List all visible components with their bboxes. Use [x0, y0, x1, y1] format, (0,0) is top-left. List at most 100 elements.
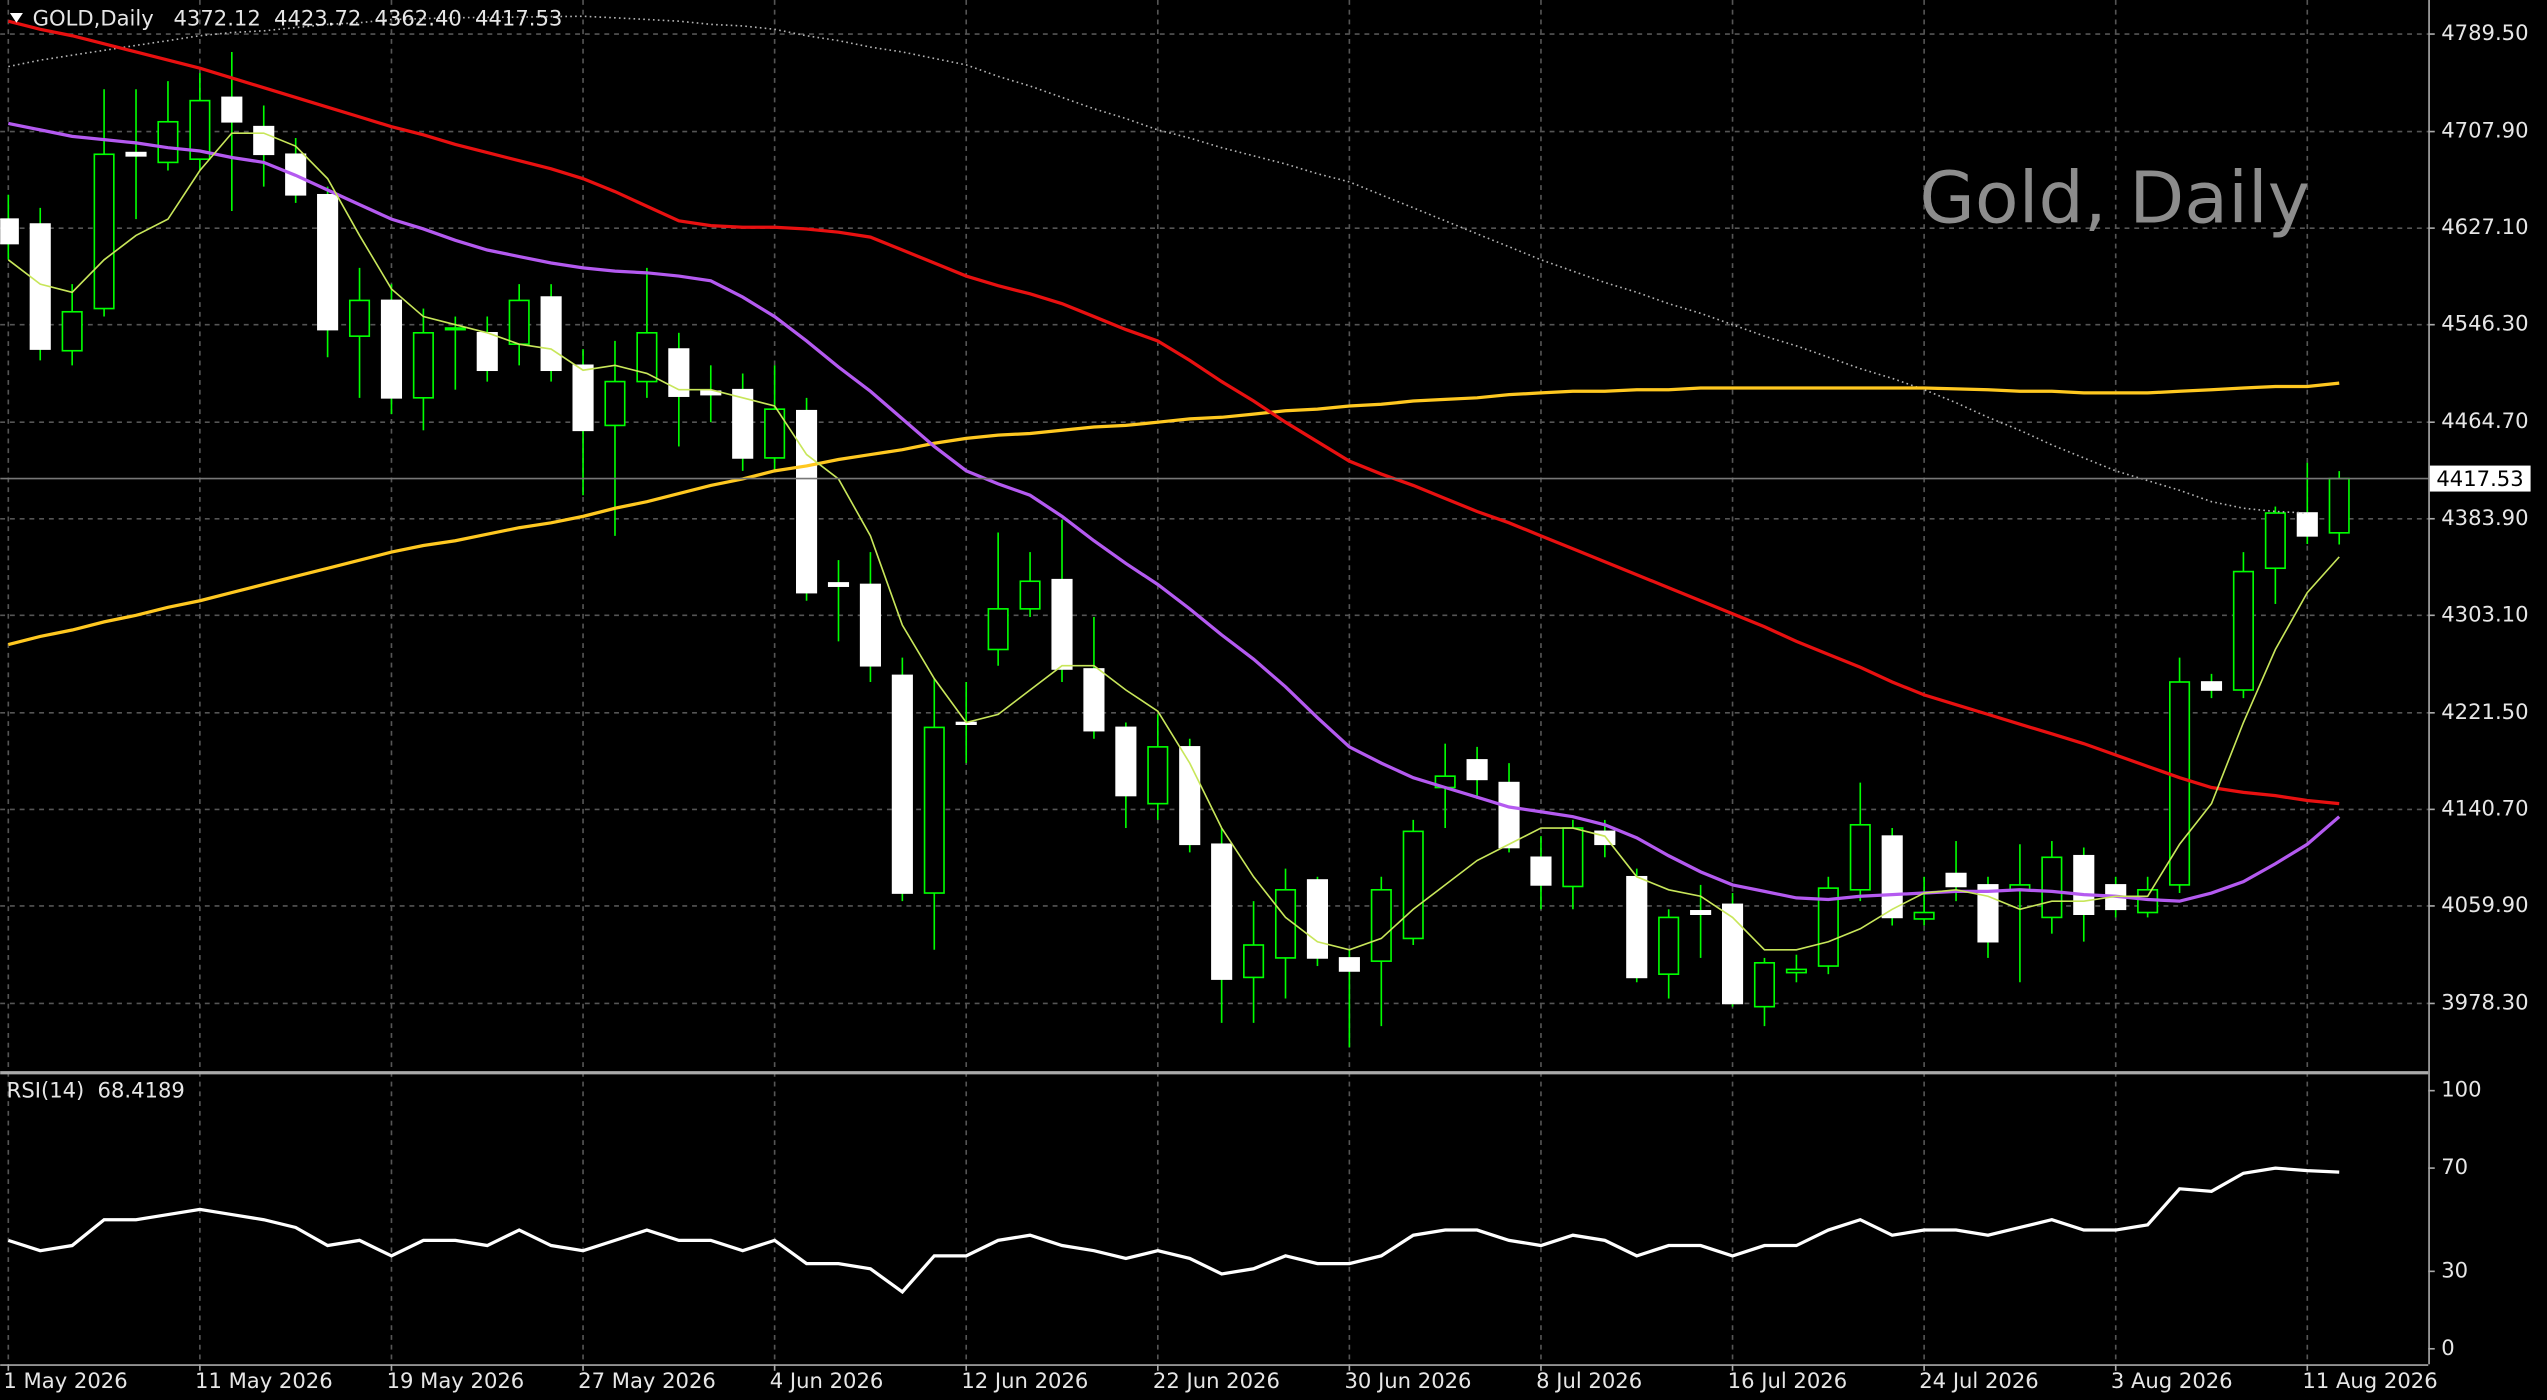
x-tick-label: 27 May 2026 — [578, 1368, 716, 1393]
x-tick-label: 11 Aug 2026 — [2302, 1368, 2437, 1393]
candle-body-down — [1977, 884, 1999, 943]
candle-body-up — [93, 153, 115, 310]
candle-body-down — [1179, 746, 1201, 846]
y-tick-label: 70 — [2441, 1154, 2468, 1179]
y-tick-label: 30 — [2441, 1257, 2468, 1282]
current-price-box — [2429, 465, 2531, 492]
candle-body-down — [1051, 578, 1073, 670]
rsi-line — [7, 1166, 2340, 1295]
candle-body-down — [2200, 681, 2223, 691]
candle-body-up — [1913, 911, 1935, 920]
candle-body-up — [604, 380, 626, 427]
y-tick-label: 4464.70 — [2441, 408, 2528, 433]
candle-body-down — [827, 582, 850, 587]
x-tick-label: 8 Jul 2026 — [1536, 1368, 1642, 1393]
candle-body-down — [668, 348, 690, 397]
candle-body-up — [2232, 570, 2254, 691]
candle-body-down — [1466, 759, 1488, 781]
current-price-label: 4417.53 — [2436, 466, 2523, 491]
candle-body-up — [1147, 746, 1169, 805]
moving-average-line — [7, 132, 2340, 951]
last-close: 4417.53 — [475, 5, 562, 30]
x-tick-label: 12 Jun 2026 — [961, 1368, 1088, 1393]
candle-body-up — [412, 331, 434, 399]
candle-body-up — [987, 608, 1009, 651]
candle-body-down — [1338, 957, 1360, 972]
candle-body-up — [1785, 968, 1807, 974]
candle-body-down — [1690, 910, 1712, 915]
candle-body-up — [189, 99, 211, 160]
candle-body-up — [2328, 477, 2350, 534]
menu-arrow[interactable] — [9, 12, 23, 23]
candle-body-down — [540, 296, 562, 372]
candle-body-up — [2041, 856, 2063, 919]
candle-body-up — [923, 726, 945, 894]
candle-body-up — [1402, 830, 1424, 940]
rsi-title: RSI(14) — [7, 1077, 85, 1102]
candle-body-up — [1817, 887, 1839, 967]
y-tick-label: 4627.10 — [2441, 214, 2528, 239]
symbol: GOLD,Daily — [33, 5, 154, 30]
candle-body-up — [157, 120, 179, 164]
candle-body-down — [1083, 668, 1105, 732]
candle-body-up — [2264, 512, 2286, 570]
watermark: Gold, Daily — [1920, 157, 2311, 240]
y-tick-label: 4546.30 — [2441, 311, 2528, 336]
rsi-pane — [7, 1166, 2340, 1295]
candle-body-down — [891, 674, 913, 894]
price-pane — [0, 15, 2429, 1048]
y-tick-label: 4789.50 — [2441, 20, 2528, 45]
candle-body-down — [859, 583, 881, 667]
candle-body-down — [1721, 903, 1744, 1005]
x-tick-label: 19 May 2026 — [387, 1368, 525, 1393]
candle-body-down — [253, 125, 275, 156]
x-tick-label: 22 Jun 2026 — [1153, 1368, 1280, 1393]
y-tick-label: 4221.50 — [2441, 699, 2528, 724]
candle-body-up — [444, 327, 466, 331]
candle-body-down — [380, 299, 403, 399]
rsi-header: RSI(14) 68.4189 — [7, 1077, 185, 1102]
y-tick-label: 4707.90 — [2441, 118, 2528, 143]
candle-body-down — [796, 409, 818, 594]
x-tick-label: 4 Jun 2026 — [770, 1368, 884, 1393]
moving-average-line — [8, 15, 2308, 514]
last-open: 4372.12 — [174, 5, 261, 30]
moving-average-line — [7, 19, 2340, 806]
candle-body-down — [2296, 512, 2318, 537]
y-tick-label: 4140.70 — [2441, 795, 2528, 820]
candle-body-down — [732, 388, 754, 459]
candle-body-down — [1626, 875, 1648, 979]
candle-body-down — [476, 331, 498, 372]
candle-body-up — [1562, 827, 1584, 888]
y-tick-label: 4059.90 — [2441, 892, 2528, 917]
moving-average-line — [7, 121, 2341, 903]
candle-body-up — [61, 310, 83, 352]
candle-body-up — [764, 408, 786, 459]
rsi-last-value: 68.4189 — [98, 1077, 185, 1102]
x-tick-label: 3 Aug 2026 — [2111, 1368, 2233, 1393]
candle-body-down — [572, 364, 594, 432]
candle-body-up — [1370, 888, 1392, 962]
x-tick-label: 24 Jul 2026 — [1919, 1368, 2038, 1393]
candle-body-down — [0, 218, 19, 245]
chart-header: GOLD,Daily 4372.12 4423.72 4362.40 4417.… — [33, 5, 563, 30]
candle-body-down — [2073, 854, 2095, 915]
y-tick-label: 4383.90 — [2441, 505, 2528, 530]
candle-body-down — [1945, 872, 1967, 888]
last-low: 4362.40 — [375, 5, 462, 30]
candle-body-up — [1274, 888, 1297, 959]
candle-body-up — [1753, 962, 1776, 1008]
y-tick-label: 3978.30 — [2441, 989, 2528, 1014]
x-tick-label: 30 Jun 2026 — [1345, 1368, 1472, 1393]
candle-body-down — [1594, 830, 1616, 846]
candle-body-down — [317, 193, 339, 331]
candle-body-down — [125, 151, 147, 157]
candle-body-down — [221, 96, 243, 123]
candle-body-down — [1306, 879, 1329, 959]
last-high: 4423.72 — [274, 5, 361, 30]
candle-body-up — [348, 299, 371, 337]
axis-layer: 4789.50 4707.90 4627.10 4546.30 4464.70 4383.… — [3, 20, 2531, 1393]
candle-body-up — [1658, 916, 1680, 975]
